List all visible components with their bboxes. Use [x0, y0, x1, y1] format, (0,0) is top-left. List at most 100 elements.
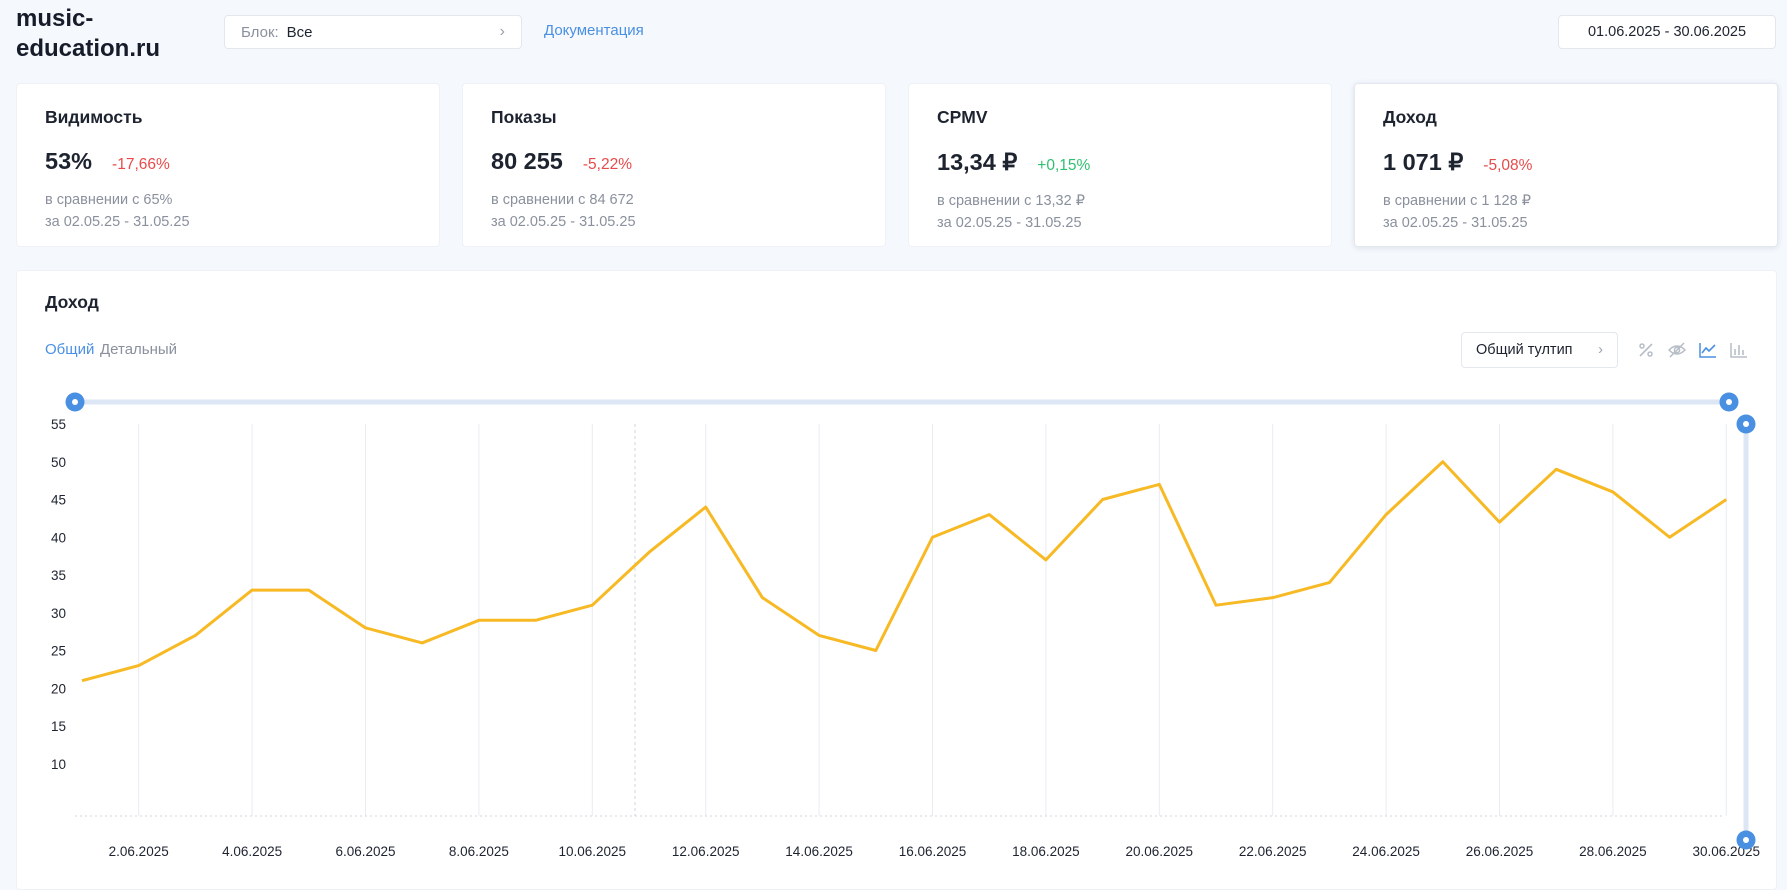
data-point[interactable]	[250, 588, 254, 592]
data-point[interactable]	[1044, 558, 1048, 562]
card-change: -5,08%	[1483, 157, 1533, 174]
card-period: за 02.05.25 - 31.05.25	[45, 214, 190, 230]
data-point[interactable]	[1724, 498, 1728, 502]
y-range-handle-dot	[1743, 837, 1749, 843]
y-range-handle-dot	[1743, 421, 1749, 427]
card-period: за 02.05.25 - 31.05.25	[1383, 215, 1528, 231]
data-point[interactable]	[307, 588, 311, 592]
data-point[interactable]	[364, 626, 368, 630]
data-point[interactable]	[647, 550, 651, 554]
card-value: 53%	[45, 148, 93, 174]
card-compare: в сравнении с 65%	[45, 192, 173, 208]
card-compare: в сравнении с 13,32 ₽	[937, 193, 1085, 209]
data-point[interactable]	[1157, 482, 1161, 486]
data-point[interactable]	[477, 618, 481, 622]
data-point[interactable]	[1498, 520, 1502, 524]
income-series-line	[81, 460, 1728, 683]
data-point[interactable]	[534, 618, 538, 622]
card-compare: в сравнении с 84 672	[491, 192, 634, 208]
card-income[interactable]: Доход 1 071 ₽ -5,08% в сравнении с 1 128…	[1354, 83, 1778, 247]
line-chart-icon[interactable]	[1696, 338, 1720, 362]
x-tick-label: 12.06.2025	[672, 844, 740, 859]
card-visibility[interactable]: Видимость 53% -17,66% в сравнении с 65% …	[16, 83, 440, 247]
data-point[interactable]	[760, 596, 764, 600]
card-period: за 02.05.25 - 31.05.25	[491, 214, 636, 230]
data-point[interactable]	[80, 679, 84, 683]
x-tick-label: 18.06.2025	[1012, 844, 1080, 859]
y-tick-label: 40	[51, 530, 66, 545]
x-tick-label: 28.06.2025	[1579, 844, 1647, 859]
x-tick-label: 8.06.2025	[449, 844, 509, 859]
data-point[interactable]	[193, 633, 197, 637]
y-tick-label: 50	[51, 455, 66, 470]
data-point[interactable]	[420, 641, 424, 645]
data-point[interactable]	[1441, 460, 1445, 464]
y-tick-label: 20	[51, 681, 66, 696]
bar-chart-icon[interactable]	[1727, 338, 1751, 362]
chart-panel	[16, 270, 1777, 890]
y-tick-label: 25	[51, 644, 66, 659]
x-tick-label: 2.06.2025	[109, 844, 169, 859]
x-tick-label: 4.06.2025	[222, 844, 282, 859]
x-tick-label: 24.06.2025	[1352, 844, 1420, 859]
data-point[interactable]	[1384, 513, 1388, 517]
data-point[interactable]	[987, 513, 991, 517]
data-point[interactable]	[704, 505, 708, 509]
panel-title: Доход	[45, 292, 99, 312]
data-point[interactable]	[590, 603, 594, 607]
card-period: за 02.05.25 - 31.05.25	[937, 215, 1082, 231]
y-tick-label: 35	[51, 568, 66, 583]
x-tick-label: 22.06.2025	[1239, 844, 1307, 859]
card-value: 80 255	[491, 148, 563, 174]
block-select[interactable]: Блок: Все ›	[224, 15, 522, 49]
data-point[interactable]	[817, 633, 821, 637]
hide-icon[interactable]	[1665, 338, 1689, 362]
card-change: -17,66%	[112, 156, 170, 173]
date-range-picker[interactable]: 01.06.2025 - 30.06.2025	[1558, 15, 1776, 49]
data-point[interactable]	[931, 535, 935, 539]
data-point[interactable]	[1611, 490, 1615, 494]
data-point[interactable]	[1101, 498, 1105, 502]
x-tick-label: 26.06.2025	[1466, 844, 1534, 859]
data-point[interactable]	[137, 664, 141, 668]
tab-general[interactable]: Общий	[45, 341, 95, 358]
y-tick-label: 45	[51, 493, 66, 508]
x-range-handle-dot	[1726, 399, 1732, 405]
block-select-value: Все	[286, 23, 313, 41]
data-point[interactable]	[1554, 467, 1558, 471]
card-change: -5,22%	[582, 156, 633, 173]
x-tick-label: 16.06.2025	[899, 844, 967, 859]
data-point[interactable]	[874, 649, 878, 653]
card-title: Доход	[1383, 107, 1437, 127]
x-range-handle-dot	[72, 399, 78, 405]
card-value: 13,34 ₽	[937, 149, 1018, 175]
documentation-link[interactable]: Документация	[544, 22, 644, 39]
tooltip-select[interactable]: Общий тултип ›	[1461, 332, 1618, 368]
y-tick-label: 10	[51, 757, 66, 772]
card-title: Видимость	[45, 107, 143, 127]
x-tick-label: 20.06.2025	[1126, 844, 1194, 859]
card-value: 1 071 ₽	[1383, 149, 1464, 175]
chevron-right-icon: ›	[1598, 342, 1603, 358]
card-change: +0,15%	[1037, 157, 1091, 174]
x-tick-label: 14.06.2025	[785, 844, 853, 859]
x-tick-label: 10.06.2025	[559, 844, 627, 859]
card-impressions[interactable]: Показы 80 255 -5,22% в сравнении с 84 67…	[462, 83, 886, 247]
x-tick-label: 6.06.2025	[335, 844, 395, 859]
data-point[interactable]	[1214, 603, 1218, 607]
data-point[interactable]	[1668, 535, 1672, 539]
y-tick-label: 55	[51, 417, 66, 432]
block-select-label: Блок:	[241, 23, 279, 41]
y-tick-label: 30	[51, 606, 66, 621]
card-compare: в сравнении с 1 128 ₽	[1383, 193, 1531, 209]
data-point[interactable]	[1327, 581, 1331, 585]
site-title: music- education.ru	[16, 5, 161, 62]
card-cpmv[interactable]: CPMV 13,34 ₽ +0,15% в сравнении с 13,32 …	[908, 83, 1332, 247]
data-point[interactable]	[1271, 596, 1275, 600]
tab-detailed[interactable]: Детальный	[100, 341, 178, 358]
card-title: Показы	[491, 107, 557, 127]
chevron-right-icon: ›	[499, 23, 505, 40]
tooltip-select-value: Общий тултип	[1476, 342, 1573, 358]
percent-icon[interactable]	[1634, 338, 1658, 362]
